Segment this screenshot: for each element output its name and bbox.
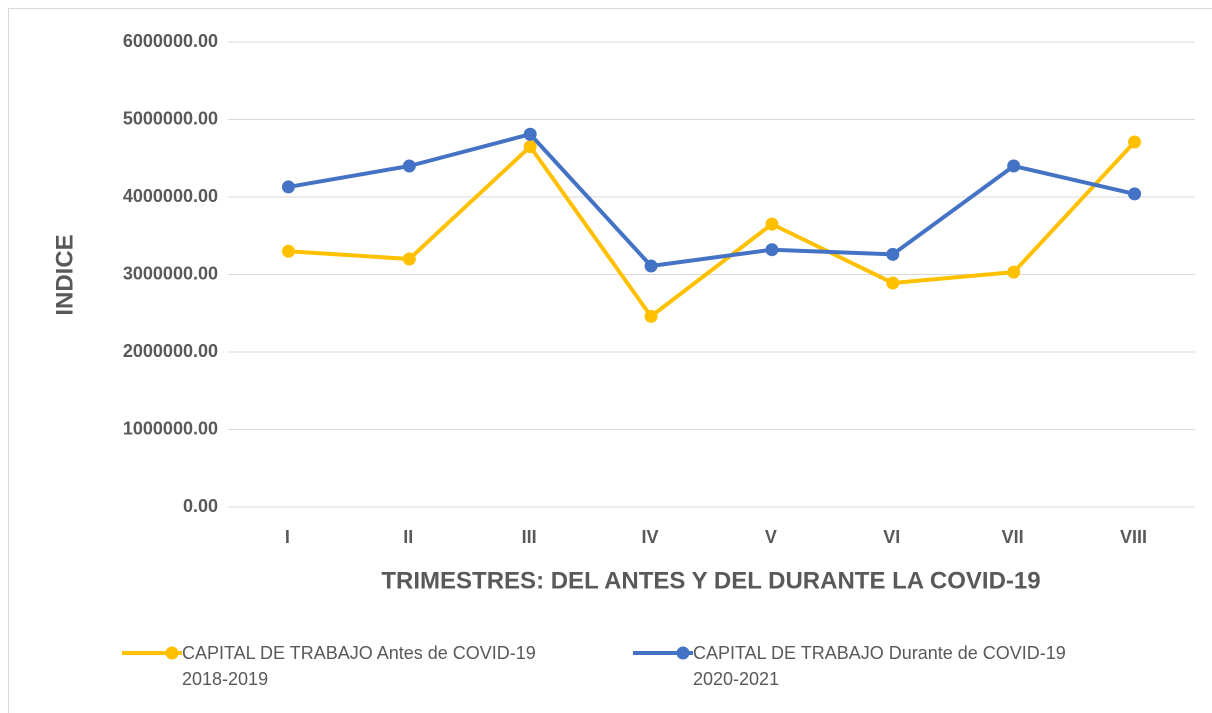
y-axis-label: INDICE xyxy=(51,234,78,315)
x-tick-label: VI xyxy=(883,527,900,547)
data-point xyxy=(765,243,779,257)
legend-label: CAPITAL DE TRABAJO Durante de COVID-19 2… xyxy=(693,643,1066,689)
data-point xyxy=(281,244,295,258)
chart-border xyxy=(8,8,1212,713)
y-tick-label: 5000000.00 xyxy=(123,108,218,128)
data-point xyxy=(402,252,416,266)
x-tick-label: III xyxy=(522,527,537,547)
data-point xyxy=(523,140,537,154)
series-line xyxy=(288,140,1137,319)
legend-marker xyxy=(676,646,690,660)
data-point xyxy=(886,276,900,290)
data-point xyxy=(281,180,295,194)
y-tick-label: 4000000.00 xyxy=(123,186,218,206)
y-tick-label: 0.00 xyxy=(183,496,218,516)
legend-marker xyxy=(165,646,179,660)
data-point xyxy=(1007,159,1021,173)
y-tick-label: 2000000.00 xyxy=(123,341,218,361)
y-tick-label: 6000000.00 xyxy=(123,31,218,51)
x-tick-label: VIII xyxy=(1120,527,1147,547)
data-point xyxy=(402,159,416,173)
legend-label: CAPITAL DE TRABAJO Antes de COVID-19 201… xyxy=(182,643,536,689)
data-point xyxy=(644,259,658,273)
data-point xyxy=(523,127,537,141)
x-tick-label: VII xyxy=(1002,527,1024,547)
series-line xyxy=(288,132,1136,268)
legend-item: CAPITAL DE TRABAJO Durante de COVID-19 2… xyxy=(633,640,1093,692)
data-point xyxy=(886,247,900,261)
data-point xyxy=(644,309,658,323)
data-point xyxy=(1128,135,1142,149)
y-tick-label: 1000000.00 xyxy=(123,418,218,438)
x-tick-label: II xyxy=(403,527,413,547)
x-tick-label: I xyxy=(285,527,290,547)
y-tick-label: 3000000.00 xyxy=(123,263,218,283)
legend-swatch xyxy=(122,646,182,660)
x-axis-label: TRIMESTRES: DEL ANTES Y DEL DURANTE LA C… xyxy=(381,567,1040,594)
data-point xyxy=(1128,187,1142,201)
data-point xyxy=(765,217,779,231)
legend-item: CAPITAL DE TRABAJO Antes de COVID-19 201… xyxy=(122,640,582,692)
data-point xyxy=(1007,265,1021,279)
x-tick-label: V xyxy=(765,527,777,547)
x-tick-label: IV xyxy=(642,527,659,547)
legend-swatch xyxy=(633,646,693,660)
